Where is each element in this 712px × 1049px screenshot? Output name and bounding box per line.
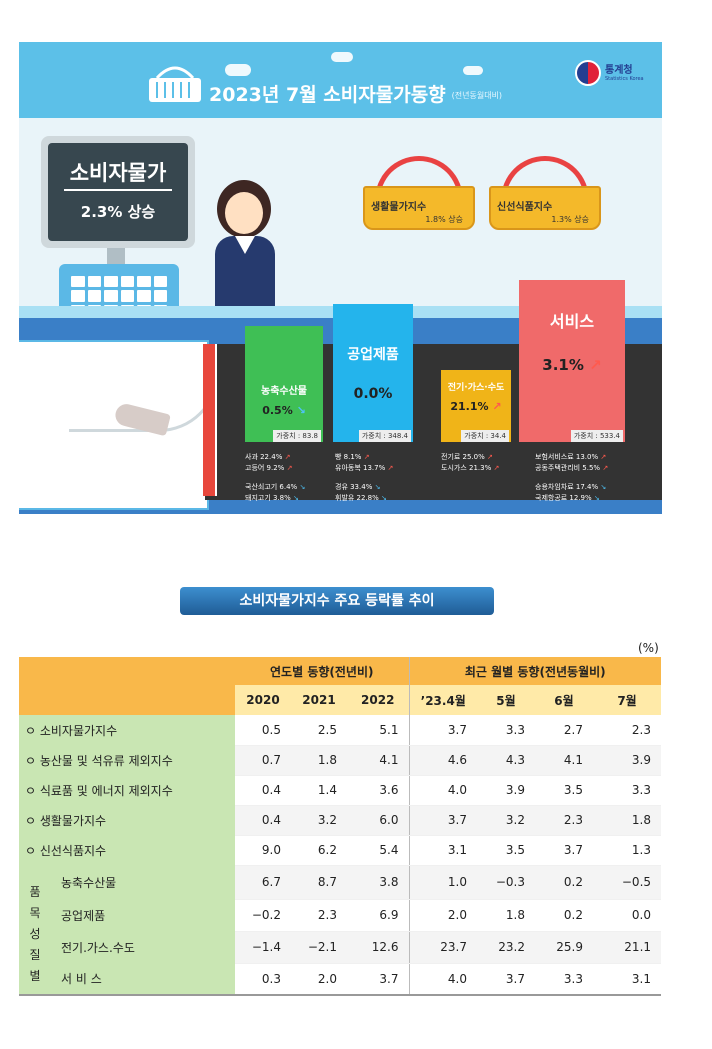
row-label: ㅇ 농산물 및 석유류 제외지수 xyxy=(19,745,235,775)
column-header: ’23.4월 xyxy=(408,685,477,715)
panel-industrial: 공업제품 0.0% 가중치 : 348.4 xyxy=(333,304,413,442)
row-label: ㅇ 생활물가지수 xyxy=(19,805,235,835)
table-row: ㅇ 식료품 및 에너지 제외지수 0.4 1.4 3.6 4.0 3.9 3.5… xyxy=(19,775,662,806)
cpi-label: 소비자물가 xyxy=(69,161,167,185)
store-scene: 소비자물가 2.3% 상승 생활물가지수 1.8% 상승 xyxy=(19,118,662,514)
decorative-bar xyxy=(203,344,217,496)
infographic-title: 2023년 7월 소비자물가동향 (전년동월대비) xyxy=(209,84,503,106)
row-label: ㅇ 신선식품지수 xyxy=(19,835,235,865)
panel-service: 서비스 3.1% ↗ 가중치 : 533.4 xyxy=(519,280,625,442)
unit-label: (%) xyxy=(638,641,659,655)
row-label: ㅇ 소비자물가지수 xyxy=(19,715,235,745)
monitor-stand xyxy=(107,248,125,264)
row-label: 농축수산물 xyxy=(61,875,117,890)
row-label: 전기.가스.수도 xyxy=(61,940,135,955)
table-row: ㅇ 소비자물가지수 0.5 2.5 5.1 3.7 3.3 2.7 2.3 xyxy=(19,715,662,746)
section-title: 소비자물가지수 주요 등락률 추이 xyxy=(180,587,494,615)
panel-energy: 전기·가스·수도 21.1% ↗ 가중치 : 34.4 xyxy=(441,370,511,442)
basket-fresh-food-index: 신선식품지수 1.3% 상승 xyxy=(489,148,601,230)
table-row: 공업제품 −0.2 2.3 6.9 2.0 1.8 0.2 0.0 xyxy=(19,899,662,932)
infographic-header: 2023년 7월 소비자물가동향 (전년동월대비) 통계청 Statistics … xyxy=(19,42,662,118)
infographic: 2023년 7월 소비자물가동향 (전년동월대비) 통계청 Statistics … xyxy=(19,42,662,514)
cpi-trend-table: 연도별 동향(전년비) 최근 월별 동향(전년동월비) 2020 2021 20… xyxy=(19,657,662,996)
cloud-decoration xyxy=(225,64,251,76)
column-header: 2021 xyxy=(291,685,347,715)
pos-screen: 소비자물가 2.3% 상승 xyxy=(48,143,188,241)
agency-logo: 통계청 Statistics Korea xyxy=(575,58,655,92)
cloud-decoration xyxy=(331,52,353,62)
cloud-decoration xyxy=(463,66,483,75)
group-annual-header: 연도별 동향(전년비) xyxy=(235,657,409,685)
table-row: 농축수산물 6.7 8.7 3.8 1.0 −0.3 0.2 −0.5 xyxy=(19,865,662,900)
row-label: 서 비 스 xyxy=(61,972,102,986)
table-row: ㅇ 생활물가지수 0.4 3.2 6.0 3.7 3.2 2.3 1.8 xyxy=(19,805,662,836)
table-row: 서 비 스 0.3 2.0 3.7 4.0 3.7 3.3 3.1 xyxy=(19,963,662,996)
cpi-value: 2.3% 상승 xyxy=(80,203,156,221)
column-header: 2022 xyxy=(347,685,409,715)
column-header: 7월 xyxy=(593,685,662,715)
panel-agri: 농축수산물 0.5% ↘ 가중치 : 83.8 xyxy=(245,326,323,442)
table-row: 전기.가스.수도 −1.4 −2.1 12.6 23.7 23.2 25.9 2… xyxy=(19,931,662,964)
divider xyxy=(64,189,172,191)
agency-emblem-icon xyxy=(575,60,601,86)
group-monthly-header: 최근 월별 동향(전년동월비) xyxy=(408,657,662,685)
row-label: 공업제품 xyxy=(61,908,106,923)
table-row: ㅇ 농산물 및 석유류 제외지수 0.7 1.8 4.1 4.6 4.3 4.1… xyxy=(19,745,662,776)
basket-living-index: 생활물가지수 1.8% 상승 xyxy=(363,148,475,230)
column-header: 2020 xyxy=(235,685,291,715)
pos-monitor: 소비자물가 2.3% 상승 xyxy=(41,136,195,248)
cashier-face xyxy=(225,192,263,234)
shopping-basket-icon xyxy=(149,66,201,102)
table-row: ㅇ 신선식품지수 9.0 6.2 5.4 3.1 3.5 3.7 1.3 xyxy=(19,835,662,866)
column-header: 5월 xyxy=(477,685,535,715)
row-label: ㅇ 식료품 및 에너지 제외지수 xyxy=(19,775,235,805)
column-header: 6월 xyxy=(535,685,593,715)
